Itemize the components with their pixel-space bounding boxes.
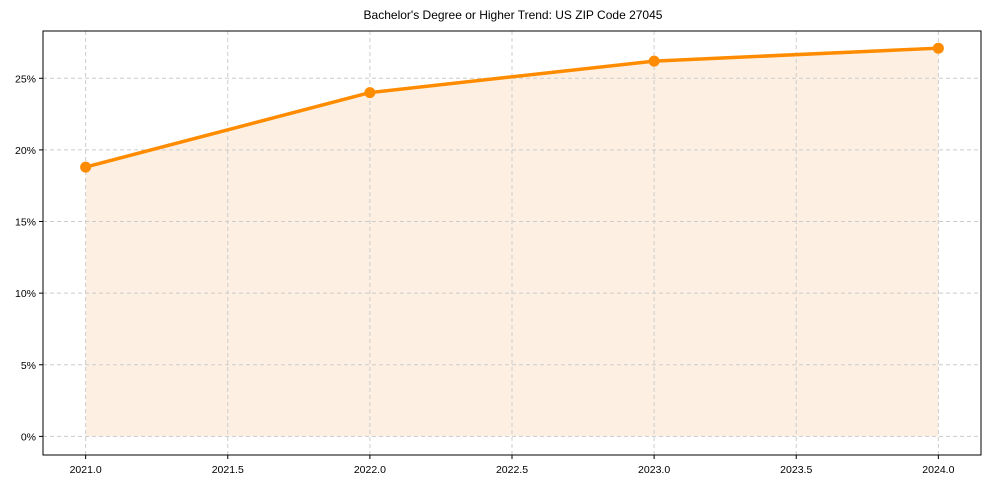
x-tick-label: 2022.0 bbox=[354, 464, 386, 476]
x-tick-label: 2024.0 bbox=[922, 464, 954, 476]
y-tick-label: 20% bbox=[15, 145, 36, 157]
data-line bbox=[85, 46, 939, 169]
series-line bbox=[85, 46, 939, 169]
y-tick-label: 5% bbox=[21, 360, 36, 372]
grid-lines bbox=[43, 31, 981, 455]
x-tick-label: 2023.0 bbox=[638, 464, 670, 476]
data-point-marker bbox=[364, 87, 376, 99]
x-tick-label: 2022.5 bbox=[496, 464, 528, 476]
data-point-marker bbox=[80, 161, 92, 173]
data-point-marker bbox=[932, 42, 944, 54]
y-axis: 0% 5% 10% 15% 20% 25% bbox=[15, 73, 43, 443]
data-markers bbox=[80, 42, 944, 173]
x-tick-label: 2021.5 bbox=[212, 464, 244, 476]
chart-title: Bachelor's Degree or Higher Trend: US ZI… bbox=[363, 8, 663, 22]
x-tick-label: 2023.5 bbox=[780, 464, 812, 476]
x-tick-label: 2021.0 bbox=[70, 464, 102, 476]
y-tick-label: 25% bbox=[15, 73, 36, 85]
y-tick-label: 0% bbox=[21, 431, 36, 443]
data-point-marker bbox=[648, 55, 660, 67]
y-tick-label: 15% bbox=[15, 217, 36, 229]
x-axis: 2021.0 2021.5 2022.0 2022.5 2023.0 2023.5 2024… bbox=[70, 455, 955, 476]
y-tick-label: 10% bbox=[15, 288, 36, 300]
